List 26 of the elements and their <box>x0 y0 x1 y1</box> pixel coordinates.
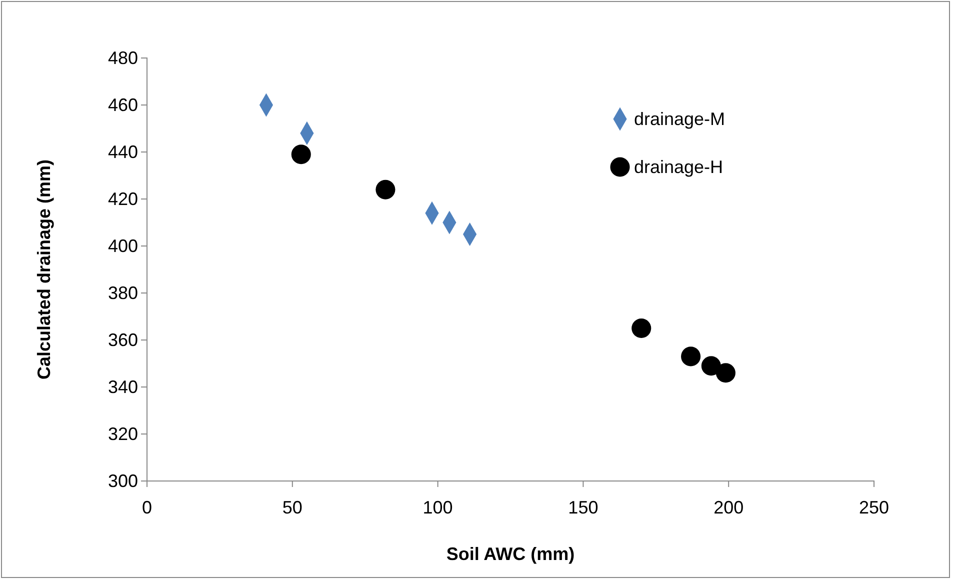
x-axis-title: Soil AWC (mm) <box>446 544 575 564</box>
point <box>716 363 736 383</box>
legend-label: drainage-M <box>634 109 726 129</box>
point <box>681 346 701 366</box>
x-tick-label: 250 <box>858 497 890 518</box>
y-tick-label: 320 <box>108 424 138 444</box>
y-tick-label: 360 <box>108 330 138 350</box>
legend-label: drainage-H <box>634 157 724 177</box>
x-tick-label: 200 <box>714 497 744 518</box>
point <box>632 318 652 338</box>
x-tick-label: 50 <box>282 497 302 518</box>
y-tick-label: 480 <box>108 48 138 68</box>
y-tick-label: 400 <box>108 236 138 256</box>
y-tick-label: 380 <box>108 282 138 303</box>
x-tick-label: 0 <box>142 497 152 518</box>
y-tick-label: 420 <box>108 188 138 209</box>
y-tick-label: 300 <box>108 470 138 491</box>
y-tick-label: 340 <box>108 376 138 397</box>
x-tick-label: 100 <box>422 497 453 518</box>
y-tick-label: 460 <box>108 94 138 115</box>
point <box>291 144 311 164</box>
y-axis-title: Calculated drainage (mm) <box>34 159 54 380</box>
point <box>376 180 396 200</box>
y-tick-label: 440 <box>108 142 138 162</box>
x-tick-label: 150 <box>568 497 598 518</box>
point <box>701 356 721 376</box>
